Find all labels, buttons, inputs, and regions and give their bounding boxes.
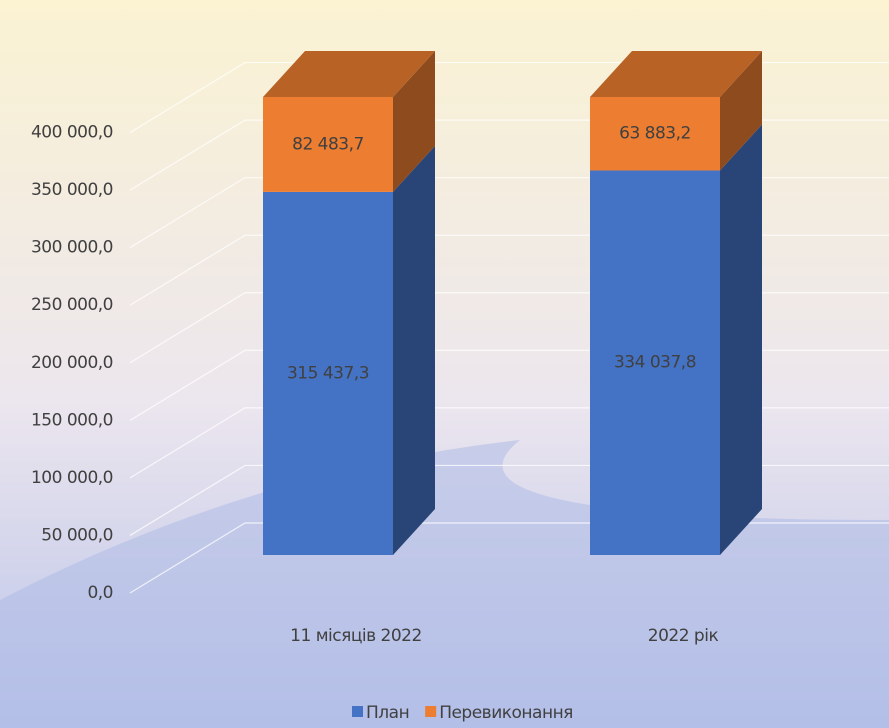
legend-swatch xyxy=(425,706,437,717)
x-tick-label: 2022 рік xyxy=(648,626,719,646)
bar-side xyxy=(720,124,762,555)
bar-side xyxy=(720,50,762,171)
y-tick-label: 350 000,0 xyxy=(31,180,113,200)
bar-side xyxy=(393,145,435,556)
background-swoosh xyxy=(0,440,889,728)
legend-label: План xyxy=(366,703,409,723)
legend-label: Перевиконання xyxy=(439,703,573,723)
bar-side xyxy=(393,50,435,192)
y-tick-label: 300 000,0 xyxy=(31,238,113,258)
y-tick-label: 250 000,0 xyxy=(31,295,113,315)
y-tick-label: 0,0 xyxy=(87,583,113,603)
bar xyxy=(263,96,393,192)
y-tick-label: 100 000,0 xyxy=(31,468,113,488)
y-tick-label: 150 000,0 xyxy=(31,410,113,430)
data-label: 82 483,7 xyxy=(292,134,364,154)
x-tick-label: 11 місяців 2022 xyxy=(290,626,422,646)
data-label: 315 437,3 xyxy=(287,363,369,383)
bar-top xyxy=(263,50,435,97)
y-tick-label: 400 000,0 xyxy=(31,123,113,143)
y-tick-label: 50 000,0 xyxy=(41,525,113,545)
bar xyxy=(263,191,393,556)
data-label: 334 037,8 xyxy=(614,353,696,373)
bar xyxy=(590,170,720,555)
y-tick-label: 200 000,0 xyxy=(31,353,113,373)
bar-top xyxy=(590,50,762,97)
data-label: 63 883,2 xyxy=(619,124,691,144)
legend: План Перевиконання xyxy=(352,703,573,723)
bar xyxy=(590,96,720,171)
legend-swatch xyxy=(352,706,363,717)
